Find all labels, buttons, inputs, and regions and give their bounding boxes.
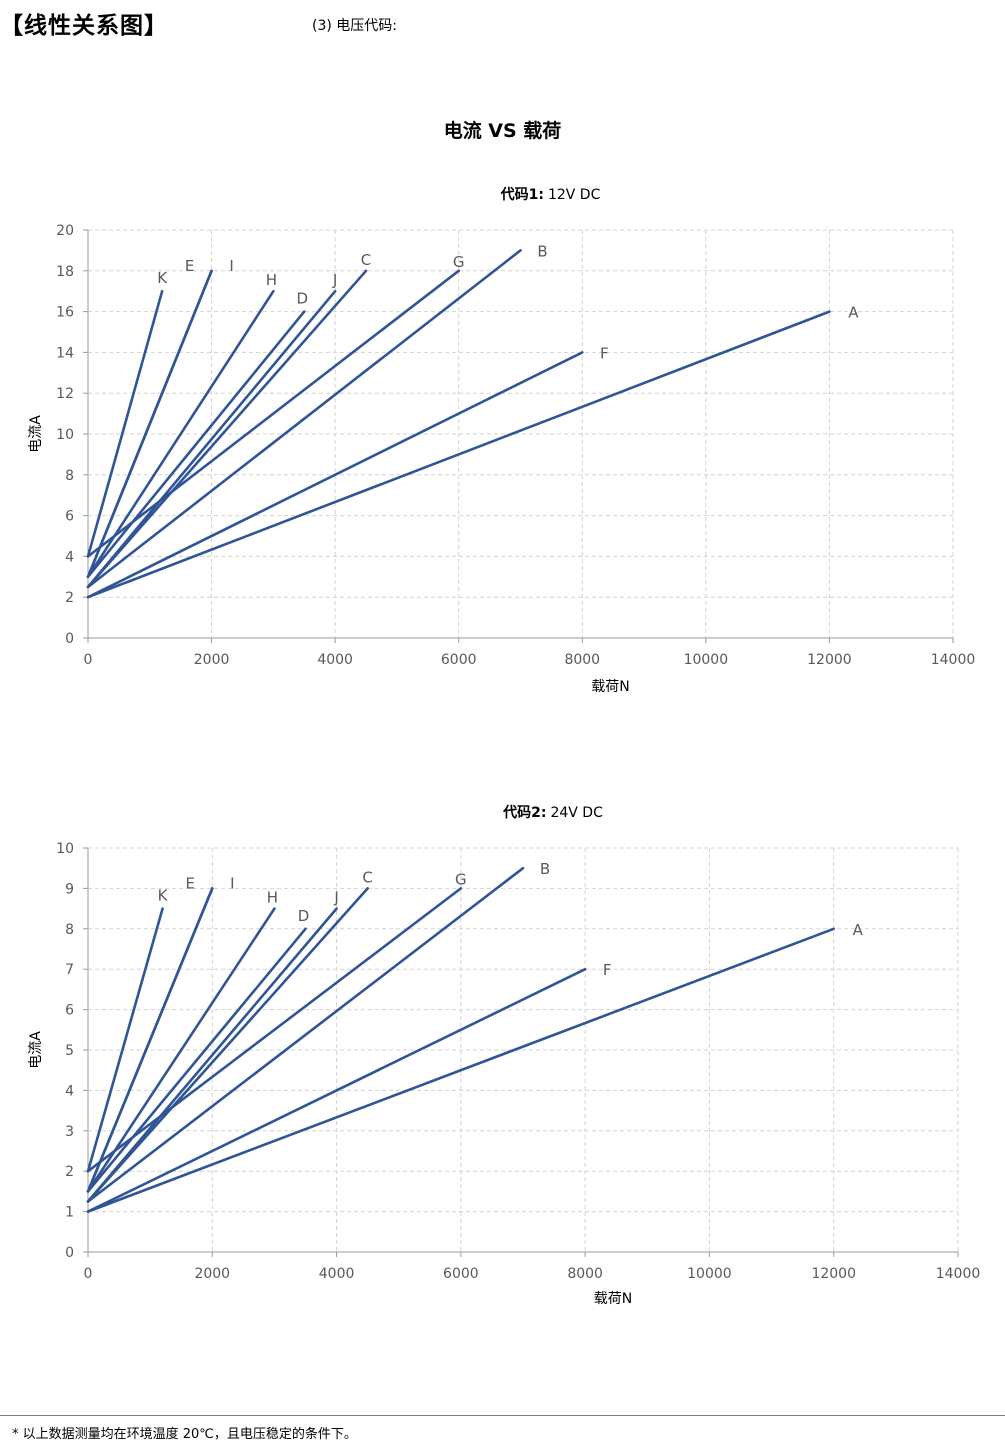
footnote: * 以上数据测量均在环境温度 20℃，且电压稳定的条件下。 [12,1427,357,1442]
series-line-h [86,907,276,1193]
y-axis-label: 电流A [28,1031,44,1069]
series-label-b: B [537,242,547,260]
x-axis-label: 载荷N [591,679,629,695]
series-label-c: C [362,868,372,886]
y-tick-label: 6 [65,509,74,525]
series-line-h [86,289,275,579]
y-tick-label: 0 [65,1245,74,1261]
footer-divider [0,1415,1005,1416]
chart-title-code: 代码1: [500,186,544,203]
series-line-j [86,907,338,1203]
x-tick-label: 14000 [931,652,976,668]
y-tick-label: 3 [65,1124,74,1140]
section-title: 【线性关系图】 [0,13,168,39]
y-tick-label: 6 [65,1003,74,1019]
series-line-f [86,351,584,599]
series-line-g [86,887,463,1173]
x-tick-label: 12000 [807,652,852,668]
series-label-i: I [230,874,234,892]
x-tick-label: 10000 [687,1266,732,1282]
series-label-g: G [455,870,467,888]
y-tick-label: 16 [56,305,74,321]
x-tick-label: 4000 [317,652,353,668]
x-tick-label: 0 [84,1266,93,1282]
y-tick-label: 8 [65,468,74,484]
series-label-i: I [229,257,233,275]
chart-24v: 代码2: 24V DC0 2000 4000 6000 8000 10000 12000 140… [28,804,981,1307]
chart-title: 代码2: 24V DC [502,804,603,821]
series-label-c: C [361,251,371,269]
series-line-g [86,269,461,558]
chart-12v: 代码1: 12V DC0 2000 4000 6000 8000 10000 12000 140… [28,186,976,695]
x-tick-label: 8000 [567,1266,603,1282]
x-tick-label: 2000 [194,652,230,668]
series-line-b [86,249,522,589]
y-tick-label: 18 [56,264,74,280]
x-tick-label: 12000 [811,1266,856,1282]
x-tick-label: 6000 [441,652,477,668]
chart-title-code: 代码2: [502,804,546,821]
series-line-d [86,927,307,1193]
y-tick-label: 7 [65,962,74,978]
series-label-d: D [296,290,308,308]
series-line-d [86,310,306,579]
series-line-k [86,907,164,1173]
y-tick-label: 14 [56,345,74,361]
series-line-k [86,289,164,558]
y-tick-label: 0 [65,631,74,647]
y-tick-label: 2 [65,590,74,606]
series-label-h: H [266,271,277,289]
x-tick-label: 0 [84,652,93,668]
y-tick-label: 10 [56,427,74,443]
series-line-c [86,887,369,1203]
series-label-a: A [848,304,859,322]
x-axis-label: 载荷N [594,1291,632,1307]
series-label-k: K [158,887,169,905]
y-tick-label: 5 [65,1043,74,1059]
series-line-j [86,289,337,589]
chart-title: 代码1: 12V DC [500,186,601,203]
series-label-h: H [267,889,278,907]
y-tick-label: 20 [56,223,74,239]
voltage-code-heading: (3) 电压代码: [312,18,397,34]
series-line-f [86,967,587,1213]
series-label-g: G [453,253,465,271]
series-label-f: F [603,961,612,979]
series-label-j: J [333,889,338,907]
x-tick-label: 10000 [684,652,729,668]
chart-title-voltage: 24V DC [550,805,603,821]
series-line-a [86,310,831,599]
series-line-i [86,887,214,1193]
chart-title-voltage: 12V DC [548,187,601,203]
series-line-i [86,269,213,579]
series-label-b: B [540,860,550,878]
y-tick-label: 10 [56,841,74,857]
series-label-d: D [298,907,310,925]
series-label-f: F [600,344,609,362]
series-label-e: E [185,257,194,275]
series-label-e: E [186,874,195,892]
y-tick-label: 1 [65,1205,74,1221]
x-tick-label: 6000 [443,1266,479,1282]
series-label-k: K [157,269,168,287]
x-tick-label: 14000 [936,1266,981,1282]
series-line-b [86,866,525,1203]
main-chart-title: 电流 VS 载荷 [443,120,562,142]
x-tick-label: 8000 [564,652,600,668]
y-axis-label: 电流A [28,415,44,453]
y-tick-label: 12 [56,386,74,402]
series-label-a: A [853,921,864,939]
series-line-c [86,269,368,589]
x-tick-label: 4000 [319,1266,355,1282]
y-tick-label: 2 [65,1164,74,1180]
y-tick-label: 4 [65,549,74,565]
y-tick-label: 8 [65,922,74,938]
x-tick-label: 2000 [194,1266,230,1282]
series-label-j: J [332,271,337,289]
y-tick-label: 4 [65,1083,74,1099]
y-tick-label: 9 [65,881,74,897]
series-line-a [86,927,836,1213]
